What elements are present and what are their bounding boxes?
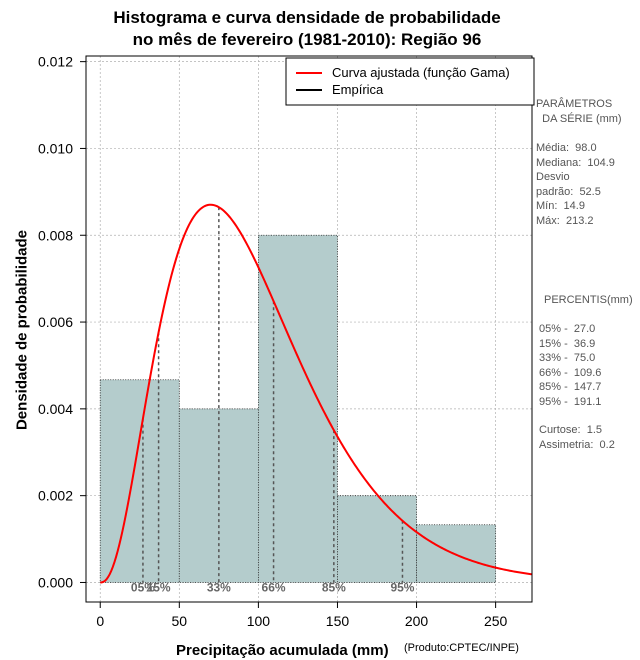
x-tick-label: 0 <box>96 613 104 629</box>
bars-layer <box>99 234 497 583</box>
histogram-bar <box>257 234 338 583</box>
y-tick-label: 0.000 <box>38 574 73 590</box>
skewness-label: Assimetria: <box>539 438 594 451</box>
percentile-label: 05% <box>131 580 155 594</box>
params-header-2: DA SÉRIE (mm) <box>542 112 622 125</box>
percentile-row: 95% - 191.1 <box>539 395 602 408</box>
plot-frame <box>85 55 533 603</box>
axes-layer: 0 50 100 150 200 250 0.000 0.002 0.004 0.006 0.008… <box>38 54 508 629</box>
sd-value: 52.5 <box>579 185 601 198</box>
x-tick-label: 100 <box>247 613 271 629</box>
min-label: Mín: <box>536 200 558 212</box>
legend-box <box>285 57 535 106</box>
percentile-row: 66% - 109.6 <box>539 366 602 379</box>
median-value: 104.9 <box>587 156 615 169</box>
y-tick-label: 0.004 <box>38 401 73 417</box>
x-tick-label: 200 <box>405 613 429 629</box>
max-value: 213.2 <box>565 214 594 227</box>
sd-label: Desvio <box>536 171 570 183</box>
percentile-layer: 05%15% 33% 66% 85% 95% <box>131 207 415 594</box>
y-tick-label: 0.012 <box>38 54 73 70</box>
y-tick-label: 0.010 <box>38 140 73 156</box>
y-tick-label: 0.002 <box>38 488 73 504</box>
gamma-fit-curve <box>100 203 533 584</box>
y-axis-label: Densidade de probabilidade <box>13 229 31 431</box>
mean-label: Média: <box>536 142 570 154</box>
percentile-label: 33% <box>207 580 231 594</box>
percentile-row: 05% - 27.0 <box>539 323 596 335</box>
median-label: Mediana: <box>536 156 582 169</box>
x-tick-label: 250 <box>484 613 508 629</box>
percentile-label: 66% <box>262 580 286 594</box>
percentile-label: 85% <box>322 580 346 594</box>
shape-stats: Curtose: 1.5 Assimetria: 0.2 <box>539 423 615 452</box>
product-credit: (Produto:CPTEC/INPE) <box>404 642 519 654</box>
legend-empirical-label: Empírica <box>332 82 384 97</box>
mean-value: 98.0 <box>575 142 597 154</box>
params-header: PARÂMETROS DA SÉRIE (mm) <box>536 98 622 125</box>
percentile-list: 05% - 27.0 15% - 36.9 33% - 75.0 66% - 1… <box>539 322 601 409</box>
stats-block: Média: 98.0 Mediana: 104.9 Desvio padrão… <box>536 142 615 227</box>
percentis-header: PERCENTIS(mm) <box>544 294 633 306</box>
histogram-bar <box>416 524 497 583</box>
skewness-value: 0.2 <box>599 438 615 451</box>
percentile-row: 33% - 75.0 <box>539 352 596 364</box>
percentile-row: 85% - 147.7 <box>539 381 602 393</box>
chart-title-line2: no mês de fevereiro (1981-2010): Região … <box>132 30 482 49</box>
histogram-bar <box>337 495 417 583</box>
curve-layer <box>100 203 533 584</box>
percentile-row: 15% - 36.9 <box>539 337 596 350</box>
legend-fitted-label: Curva ajustada (função Gama) <box>332 65 510 80</box>
x-tick-label: 150 <box>326 613 350 629</box>
kurtosis-value: 1.5 <box>586 424 602 436</box>
percentile-label: 15% <box>147 580 171 594</box>
histogram-bar <box>99 379 180 583</box>
legend: Curva ajustada (função Gama) Empírica <box>285 57 535 106</box>
max-label: Máx: <box>536 214 560 227</box>
y-tick-label: 0.008 <box>38 227 73 243</box>
x-axis-label: Precipitação acumulada (mm) <box>176 642 389 659</box>
x-tick-label: 50 <box>172 613 188 629</box>
percentile-label: 95% <box>390 580 414 594</box>
y-tick-label: 0.006 <box>38 314 73 330</box>
min-value: 14.9 <box>563 200 585 212</box>
kurtosis-label: Curtose: <box>539 424 581 436</box>
chart-title-line1: Histograma e curva densidade de probabil… <box>113 8 501 27</box>
